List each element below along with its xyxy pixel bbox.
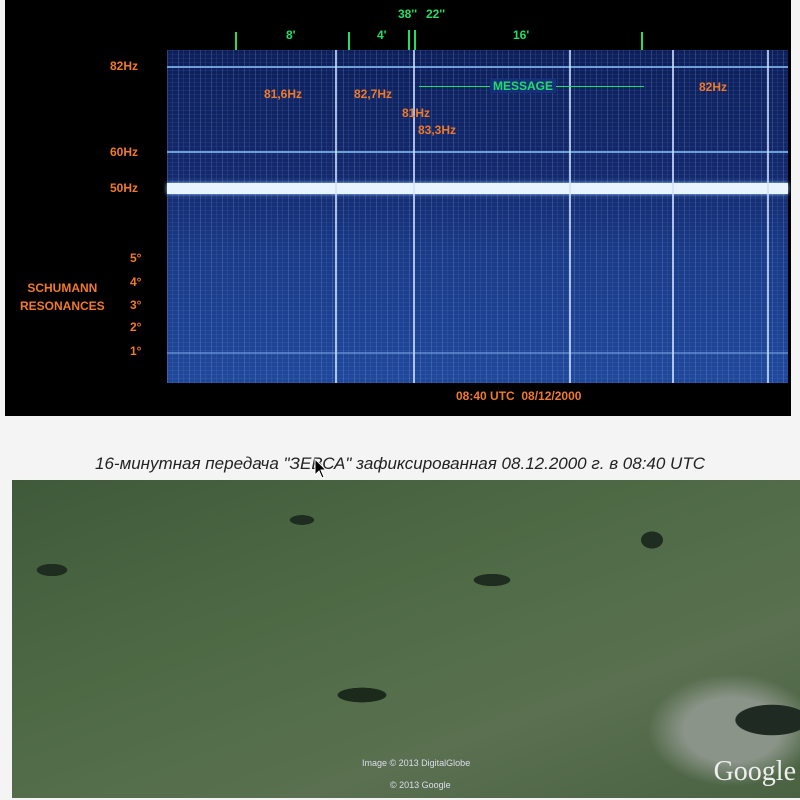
y-label: 50Hz: [110, 181, 139, 195]
google-credit: © 2013 Google: [390, 780, 451, 790]
freq-annotation: 82Hz: [699, 80, 728, 94]
freq-annotation: 81Hz: [402, 106, 431, 120]
y-label: 1°: [130, 344, 142, 358]
line-1: [167, 352, 788, 354]
y-label: 5°: [130, 251, 142, 265]
vertical-streak: [767, 50, 769, 383]
freq-annotation: 83,3Hz: [418, 123, 457, 137]
y-label: 4°: [130, 275, 142, 289]
y-label: 2°: [130, 320, 142, 334]
google-logo: Google: [713, 756, 796, 787]
line-82hz: [167, 66, 788, 68]
line-60hz: [167, 151, 788, 153]
y-label: 3°: [130, 298, 142, 312]
schumann-label: SCHUMANN RESONANCES: [20, 281, 105, 313]
timestamp: 08:40 UTC 08/12/2000: [456, 389, 582, 403]
image-credit: Image © 2013 DigitalGlobe: [362, 758, 471, 768]
caption: 16-минутная передача "ЗЕВСА" зафиксирова…: [95, 454, 705, 473]
tick: [414, 30, 416, 50]
duration-label: 22'': [426, 7, 446, 21]
tick: [641, 32, 643, 50]
y-label: 60Hz: [110, 145, 139, 159]
freq-annotation: 81,6Hz: [264, 87, 303, 101]
vertical-streak: [335, 50, 337, 383]
duration-label: 16': [513, 28, 530, 42]
message-label: MESSAGE: [490, 79, 557, 93]
vertical-streak: [672, 50, 674, 383]
satellite-image: Image © 2013 DigitalGlobe © 2013 Google …: [12, 480, 800, 798]
tick: [235, 32, 237, 50]
duration-label: 38'': [398, 7, 418, 21]
freq-annotation: 82,7Hz: [354, 87, 393, 101]
tick: [348, 32, 350, 50]
duration-label: 8': [286, 28, 296, 42]
vertical-streak: [569, 50, 571, 383]
mouse-cursor-icon: [314, 458, 328, 479]
line-50hz: [167, 183, 788, 194]
y-label: 82Hz: [110, 59, 139, 73]
spectrogram-plot: [167, 50, 788, 383]
spectrogram-image: 82Hz 60Hz 50Hz 5° 4° 3° 2° 1° SCHUMANN RE…: [5, 0, 791, 416]
duration-label: 4': [377, 28, 387, 42]
vertical-streak: [413, 50, 415, 383]
tick: [408, 30, 410, 50]
